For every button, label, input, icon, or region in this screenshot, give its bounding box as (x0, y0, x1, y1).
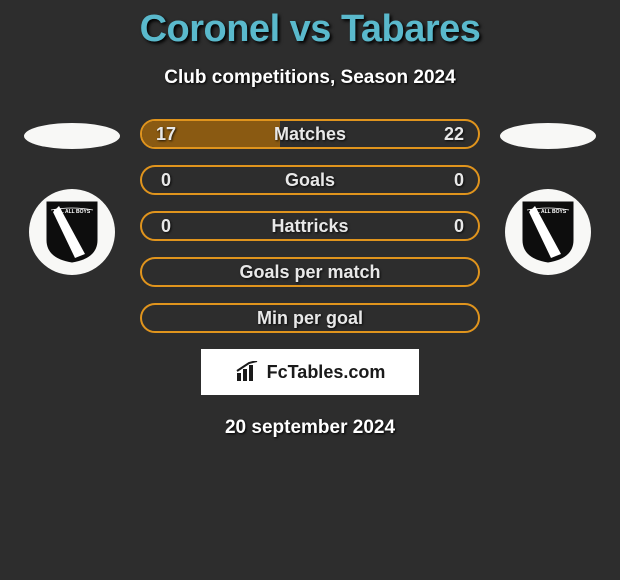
club-badge-left: C.A. ALL BOYS (29, 189, 115, 275)
stat-right-value: 22 (444, 124, 464, 145)
season-subtitle: Club competitions, Season 2024 (0, 67, 620, 89)
player-left-photo (24, 123, 120, 149)
club-badge-right: C.A. ALL BOYS (505, 189, 591, 275)
fctables-label: FcTables.com (267, 362, 386, 383)
stat-label: Goals per match (239, 262, 380, 283)
stat-left-value: 17 (156, 124, 176, 145)
stat-right-value: 0 (444, 170, 464, 191)
page-title: Coronel vs Tabares (0, 0, 620, 51)
comparison-layout: C.A. ALL BOYS 17 Matches 22 0 Goals 0 0 … (0, 119, 620, 333)
shield-icon: C.A. ALL BOYS (521, 200, 575, 264)
chart-icon (235, 361, 261, 383)
stat-bar-goals: 0 Goals 0 (140, 165, 480, 195)
fctables-link[interactable]: FcTables.com (201, 349, 419, 395)
stat-right-value: 0 (444, 216, 464, 237)
player-left-column: C.A. ALL BOYS (22, 119, 122, 275)
svg-text:C.A. ALL BOYS: C.A. ALL BOYS (54, 209, 91, 215)
stat-label: Goals (285, 170, 335, 191)
stat-bar-hattricks: 0 Hattricks 0 (140, 211, 480, 241)
stat-left-value: 0 (156, 216, 176, 237)
stat-label: Min per goal (257, 308, 363, 329)
svg-text:C.A. ALL BOYS: C.A. ALL BOYS (530, 209, 567, 215)
shield-icon: C.A. ALL BOYS (45, 200, 99, 264)
stat-bar-min-per-goal: Min per goal (140, 303, 480, 333)
stat-bars: 17 Matches 22 0 Goals 0 0 Hattricks 0 Go… (140, 119, 480, 333)
date-text: 20 september 2024 (0, 417, 620, 439)
stat-bar-matches: 17 Matches 22 (140, 119, 480, 149)
stat-bar-goals-per-match: Goals per match (140, 257, 480, 287)
player-right-column: C.A. ALL BOYS (498, 119, 598, 275)
stat-left-value: 0 (156, 170, 176, 191)
player-right-photo (500, 123, 596, 149)
stat-label: Hattricks (271, 216, 348, 237)
stat-label: Matches (274, 124, 346, 145)
